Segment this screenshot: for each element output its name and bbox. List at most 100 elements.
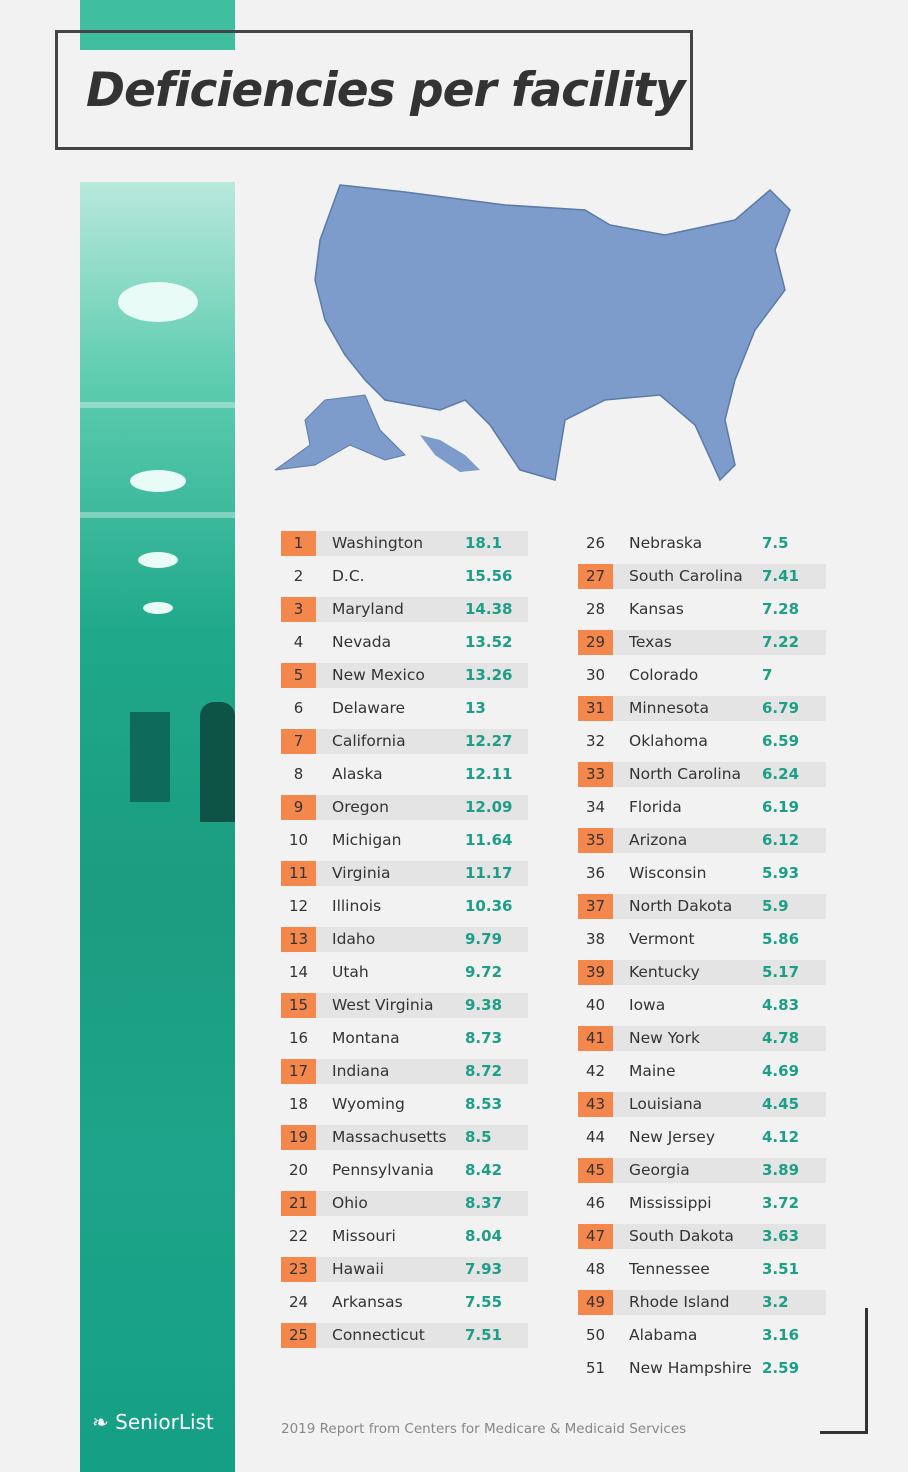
table-row: 10 Michigan 11.64 [281,828,528,853]
deficiency-value: 3.89 [762,1161,800,1179]
table-row: 14 Utah 9.72 [281,960,528,985]
rank-badge: 13 [281,927,316,952]
rank-badge: 16 [288,1029,309,1047]
state-name: North Carolina [629,765,742,783]
state-name: Rhode Island [629,1293,730,1311]
rank-badge: 34 [585,798,606,816]
table-row: 40 Iowa 4.83 [578,993,826,1018]
table-row: 46 Mississippi 3.72 [578,1191,826,1216]
state-name: Alaska [332,765,383,783]
deficiency-value: 7 [762,666,773,684]
state-name: North Dakota [629,897,733,915]
table-row: 42 Maine 4.69 [578,1059,826,1084]
rank-badge: 46 [585,1194,606,1212]
row-highlight-bar [578,1026,826,1051]
person-silhouette [200,702,235,822]
table-row: 44 New Jersey 4.12 [578,1125,826,1150]
table-row: 30 Colorado 7 [578,663,826,688]
rank-badge: 39 [578,960,613,985]
deficiency-value: 7.93 [465,1260,503,1278]
state-name: Nebraska [629,534,703,552]
state-name: Oregon [332,798,389,816]
senior-list-logo: ❧ SeniorList [92,1410,214,1434]
rank-badge: 23 [281,1257,316,1282]
deficiency-value: 7.5 [762,534,789,552]
state-name: Colorado [629,666,699,684]
rank-badge: 47 [578,1224,613,1249]
table-row: 48 Tennessee 3.51 [578,1257,826,1282]
rank-badge: 48 [585,1260,606,1278]
state-name: Washington [332,534,424,552]
state-name: Maine [629,1062,676,1080]
ceiling-beam [80,402,235,408]
row-highlight-bar [578,762,826,787]
state-name: D.C. [332,567,365,585]
row-highlight-bar [281,1125,528,1150]
title-box: Deficiencies per facility [55,30,693,150]
deficiency-value: 13.52 [465,633,513,651]
rank-badge: 37 [578,894,613,919]
state-name: Vermont [629,930,695,948]
contiguous-us-shape [314,184,791,482]
state-name: Missouri [332,1227,396,1245]
deficiency-value: 9.72 [465,963,503,981]
corner-bracket [820,1431,868,1434]
rank-badge: 4 [293,633,304,651]
rank-badge: 21 [281,1191,316,1216]
ceiling-lamp [129,470,186,492]
table-row: 51 New Hampshire 2.59 [578,1356,826,1381]
row-highlight-bar [578,1224,826,1249]
deficiency-value: 8.04 [465,1227,503,1245]
state-name: Idaho [332,930,376,948]
row-highlight-bar [281,663,528,688]
table-row: 16 Montana 8.73 [281,1026,528,1051]
state-name: Illinois [332,897,382,915]
rank-badge: 24 [288,1293,309,1311]
rank-badge: 42 [585,1062,606,1080]
deficiency-value: 7.41 [762,567,800,585]
row-highlight-bar [578,1158,826,1183]
deficiency-value: 8.5 [465,1128,492,1146]
table-row: 8 Alaska 12.11 [281,762,528,787]
deficiency-value: 14.38 [465,600,513,618]
state-name: Massachusetts [332,1128,447,1146]
rank-badge: 2 [293,567,304,585]
deficiency-value: 9.79 [465,930,503,948]
deficiency-value: 3.16 [762,1326,800,1344]
rank-badge: 6 [293,699,304,717]
state-name: Iowa [629,996,666,1014]
deficiency-value: 8.42 [465,1161,503,1179]
row-highlight-bar [578,894,826,919]
state-name: Wyoming [332,1095,405,1113]
state-name: Wisconsin [629,864,707,882]
rank-badge: 45 [578,1158,613,1183]
state-name: Minnesota [629,699,709,717]
rank-badge: 12 [288,897,309,915]
hawaii-shape [420,435,480,472]
table-row: 50 Alabama 3.16 [578,1323,826,1348]
corner-bracket [865,1308,868,1434]
rank-badge: 43 [578,1092,613,1117]
state-name: Mississippi [629,1194,712,1212]
row-highlight-bar [281,1257,528,1282]
rank-badge: 38 [585,930,606,948]
rank-badge: 1 [281,531,316,556]
deficiency-value: 8.37 [465,1194,503,1212]
deficiency-value: 11.64 [465,831,513,849]
teal-accent-block [80,0,235,50]
rank-badge: 8 [293,765,304,783]
table-row: 26 Nebraska 7.5 [578,531,826,556]
state-name: Maryland [332,600,404,618]
state-name: Utah [332,963,369,981]
state-name: Arkansas [332,1293,403,1311]
rank-badge: 5 [281,663,316,688]
row-highlight-bar [281,861,528,886]
deficiency-value: 15.56 [465,567,513,585]
state-name: Texas [629,633,672,651]
state-name: Hawaii [332,1260,384,1278]
table-row: 2 D.C. 15.56 [281,564,528,589]
rank-badge: 50 [585,1326,606,1344]
deficiency-value: 4.69 [762,1062,800,1080]
row-highlight-bar [281,927,528,952]
row-highlight-bar [578,1290,826,1315]
